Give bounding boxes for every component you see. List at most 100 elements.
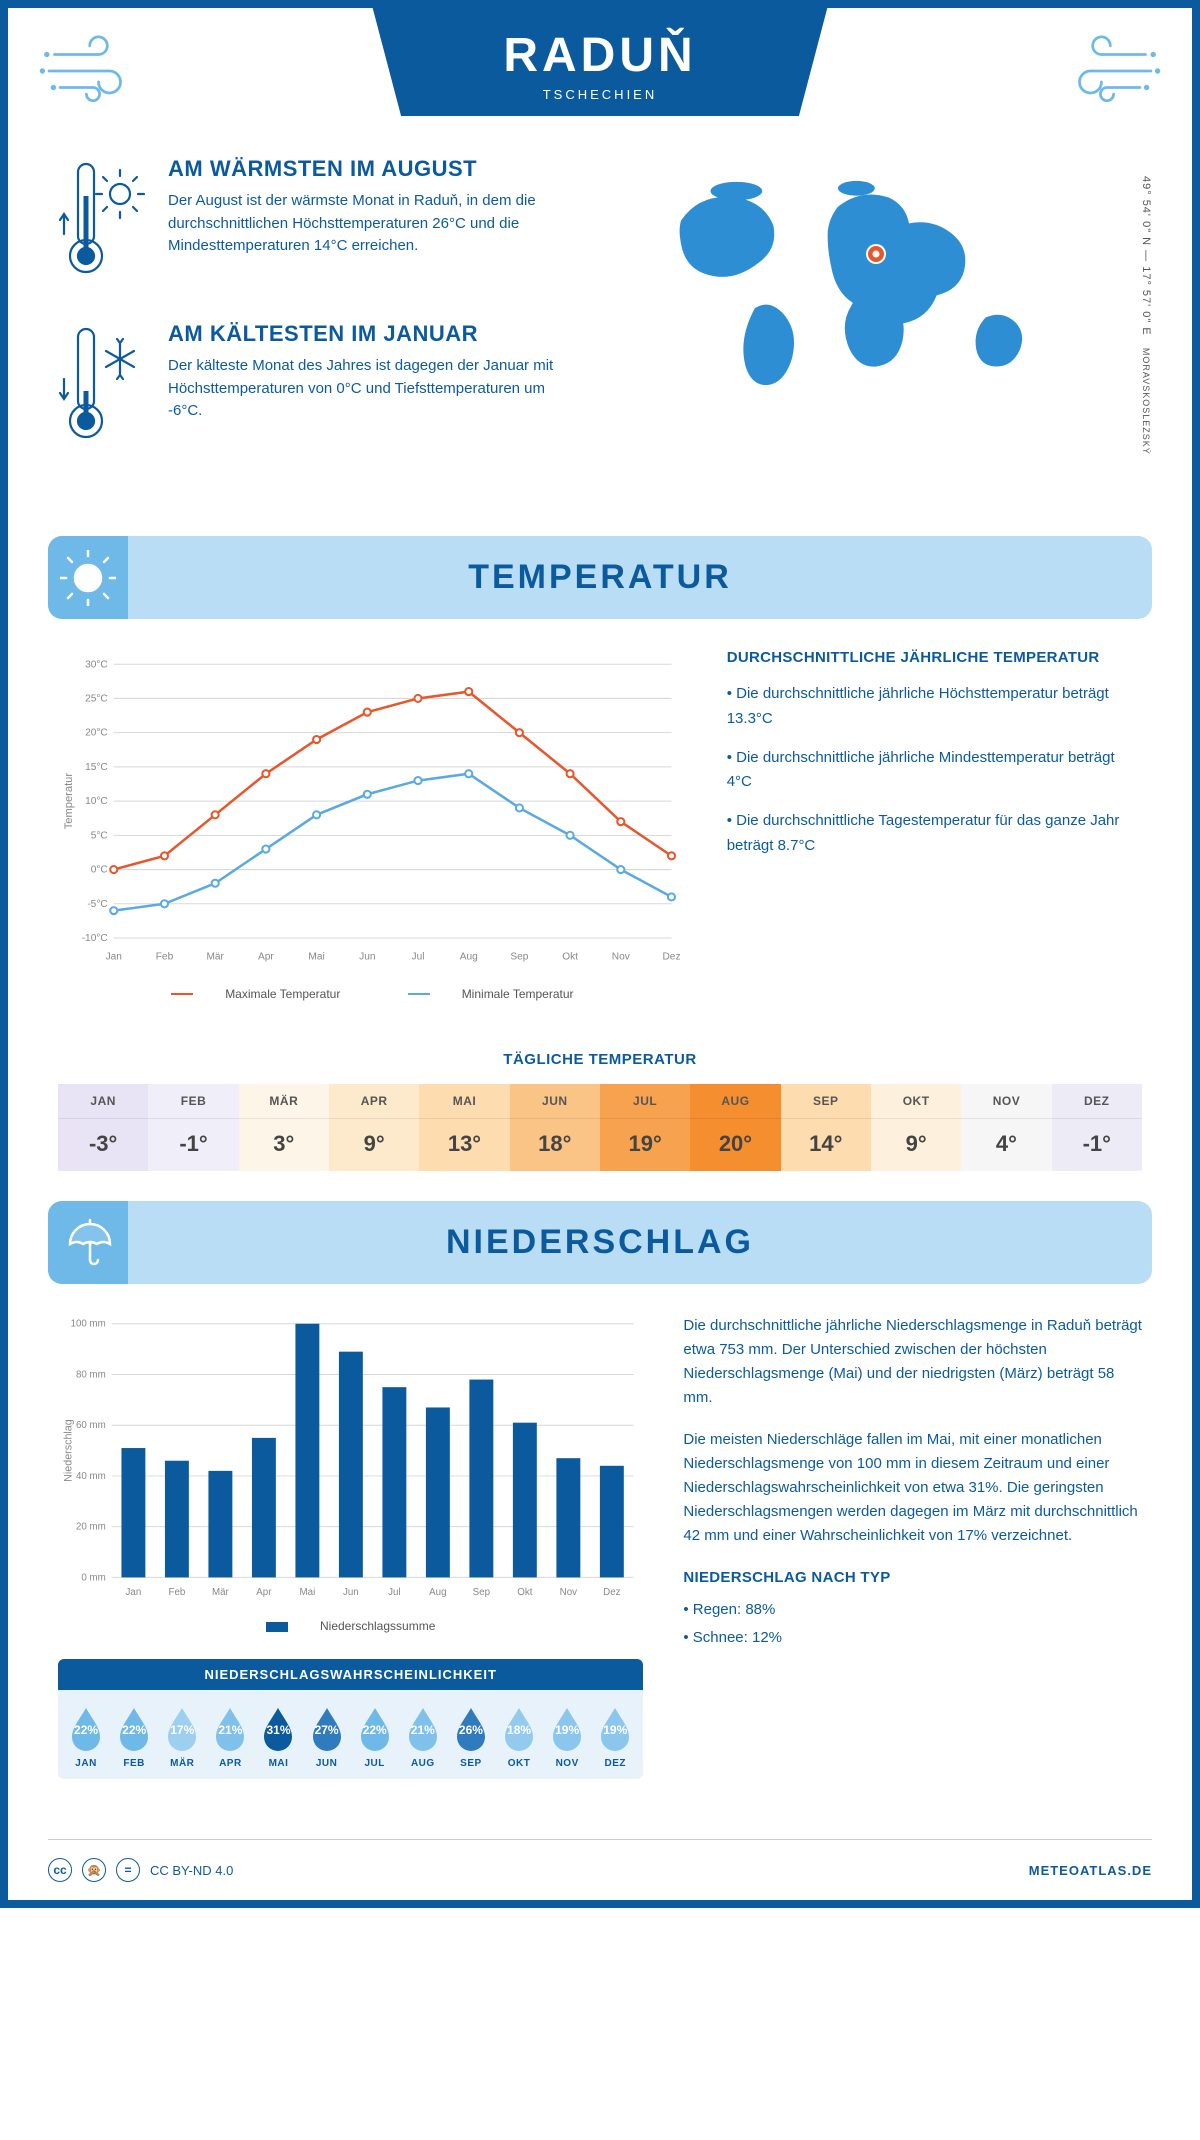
precip-type-title: NIEDERSCHLAG NACH TYP xyxy=(683,1566,1142,1590)
precip-info-panel: Die durchschnittliche jährliche Niedersc… xyxy=(683,1314,1142,1780)
svg-text:40 mm: 40 mm xyxy=(76,1470,106,1481)
fact-warm-text: Der August ist der wärmste Monat in Radu… xyxy=(168,190,578,258)
precipitation-bar-chart: 0 mm20 mm40 mm60 mm80 mm100 mmJanFebMärA… xyxy=(58,1314,643,1634)
fact-warmest: AM WÄRMSTEN IM AUGUST Der August ist der… xyxy=(58,156,578,291)
svg-text:Okt: Okt xyxy=(562,951,578,962)
daily-cell: JAN-3° xyxy=(58,1084,148,1171)
svg-text:Okt: Okt xyxy=(517,1586,532,1597)
svg-text:Aug: Aug xyxy=(429,1586,446,1597)
world-map xyxy=(608,156,1142,396)
daily-cell: AUG20° xyxy=(690,1084,780,1171)
fact-warm-title: AM WÄRMSTEN IM AUGUST xyxy=(168,156,578,182)
daily-temp-title: TÄGLICHE TEMPERATUR xyxy=(8,1051,1192,1068)
raindrop-icon: 27% xyxy=(308,1704,346,1752)
prob-cell: 18% OKT xyxy=(495,1704,543,1769)
thermometer-cold-icon xyxy=(58,321,148,456)
daily-cell: APR9° xyxy=(329,1084,419,1171)
temp-info-panel: DURCHSCHNITTLICHE JÄHRLICHE TEMPERATUR •… xyxy=(727,649,1142,1001)
raindrop-icon: 21% xyxy=(404,1704,442,1752)
daily-cell: FEB-1° xyxy=(148,1084,238,1171)
svg-text:-10°C: -10°C xyxy=(82,933,108,944)
raindrop-icon: 18% xyxy=(500,1704,538,1752)
precip-probability-panel: NIEDERSCHLAGSWAHRSCHEINLICHKEIT 22% JAN … xyxy=(58,1659,643,1779)
license-text: CC BY-ND 4.0 xyxy=(150,1863,233,1878)
prob-cell: 17% MÄR xyxy=(158,1704,206,1769)
svg-text:20°C: 20°C xyxy=(85,728,108,739)
svg-text:0 mm: 0 mm xyxy=(81,1572,105,1583)
svg-text:Feb: Feb xyxy=(156,951,174,962)
wind-icon-right xyxy=(1052,26,1162,121)
sun-icon xyxy=(48,536,128,619)
svg-text:Apr: Apr xyxy=(256,1586,272,1597)
svg-text:60 mm: 60 mm xyxy=(76,1420,106,1431)
svg-text:15°C: 15°C xyxy=(85,762,108,773)
svg-text:25°C: 25°C xyxy=(85,693,108,704)
svg-text:Jan: Jan xyxy=(106,951,122,962)
svg-text:Feb: Feb xyxy=(168,1586,185,1597)
prob-cell: 26% SEP xyxy=(447,1704,495,1769)
raindrop-icon: 17% xyxy=(163,1704,201,1752)
svg-text:Mai: Mai xyxy=(308,951,324,962)
daily-cell: NOV4° xyxy=(961,1084,1051,1171)
daily-cell: OKT9° xyxy=(871,1084,961,1171)
temperature-line-chart: -10°C-5°C0°C5°C10°C15°C20°C25°C30°CJanFe… xyxy=(58,649,687,1001)
svg-text:Aug: Aug xyxy=(460,951,478,962)
svg-text:Sep: Sep xyxy=(473,1586,491,1597)
fact-cold-text: Der kälteste Monat des Jahres ist dagege… xyxy=(168,355,578,423)
prob-cell: 21% AUG xyxy=(399,1704,447,1769)
svg-text:0°C: 0°C xyxy=(91,865,108,876)
daily-cell: DEZ-1° xyxy=(1052,1084,1142,1171)
svg-text:100 mm: 100 mm xyxy=(71,1318,106,1329)
raindrop-icon: 31% xyxy=(259,1704,297,1752)
daily-cell: JUL19° xyxy=(600,1084,690,1171)
prob-cell: 22% JAN xyxy=(62,1704,110,1769)
daily-cell: JUN18° xyxy=(510,1084,600,1171)
svg-text:80 mm: 80 mm xyxy=(76,1369,106,1380)
precip-para-2: Die meisten Niederschläge fallen im Mai,… xyxy=(683,1428,1142,1548)
nd-icon: = xyxy=(116,1858,140,1882)
raindrop-icon: 19% xyxy=(596,1704,634,1752)
prob-cell: 19% DEZ xyxy=(591,1704,639,1769)
temp-bullet-2: • Die durchschnittliche jährliche Mindes… xyxy=(727,746,1142,796)
daily-cell: MAI13° xyxy=(419,1084,509,1171)
temp-legend: Maximale Temperatur Minimale Temperatur xyxy=(58,987,687,1001)
footer: cc 🙊 = CC BY-ND 4.0 METEOATLAS.DE xyxy=(48,1839,1152,1900)
intro-section: AM WÄRMSTEN IM AUGUST Der August ist der… xyxy=(8,116,1192,516)
fact-cold-title: AM KÄLTESTEN IM JANUAR xyxy=(168,321,578,347)
prob-cell: 22% JUL xyxy=(351,1704,399,1769)
raindrop-icon: 22% xyxy=(115,1704,153,1752)
svg-text:Jan: Jan xyxy=(126,1586,142,1597)
precip-type-snow: • Schnee: 12% xyxy=(683,1626,1142,1650)
infographic-frame: RADUŇ TSCHECHIEN AM WÄRMSTEN IM AUGUST D… xyxy=(0,0,1200,1908)
svg-text:Dez: Dez xyxy=(663,951,681,962)
fact-coldest: AM KÄLTESTEN IM JANUAR Der kälteste Mona… xyxy=(58,321,578,456)
prob-cell: 19% NOV xyxy=(543,1704,591,1769)
svg-text:Apr: Apr xyxy=(258,951,274,962)
svg-text:Mär: Mär xyxy=(206,951,224,962)
prob-cell: 22% FEB xyxy=(110,1704,158,1769)
country-name: TSCHECHIEN xyxy=(245,87,955,102)
daily-temp-grid: JAN-3°FEB-1°MÄR3°APR9°MAI13°JUN18°JUL19°… xyxy=(58,1084,1142,1171)
svg-text:10°C: 10°C xyxy=(85,796,108,807)
svg-text:Sep: Sep xyxy=(510,951,528,962)
section-header-precip: NIEDERSCHLAG xyxy=(48,1201,1152,1284)
svg-text:Niederschlag: Niederschlag xyxy=(63,1419,75,1482)
svg-text:5°C: 5°C xyxy=(91,830,108,841)
svg-text:Mär: Mär xyxy=(212,1586,230,1597)
svg-text:Jul: Jul xyxy=(412,951,425,962)
city-name: RADUŇ xyxy=(245,28,955,83)
svg-text:Temperatur: Temperatur xyxy=(63,773,75,830)
temp-title: TEMPERATUR xyxy=(48,558,1152,597)
daily-cell: MÄR3° xyxy=(239,1084,329,1171)
prob-title: NIEDERSCHLAGSWAHRSCHEINLICHKEIT xyxy=(58,1659,643,1690)
svg-text:Jul: Jul xyxy=(388,1586,400,1597)
thermometer-hot-icon xyxy=(58,156,148,291)
svg-text:30°C: 30°C xyxy=(85,659,108,670)
precip-para-1: Die durchschnittliche jährliche Niedersc… xyxy=(683,1314,1142,1410)
raindrop-icon: 19% xyxy=(548,1704,586,1752)
raindrop-icon: 22% xyxy=(67,1704,105,1752)
umbrella-icon xyxy=(48,1201,128,1284)
section-header-temp: TEMPERATUR xyxy=(48,536,1152,619)
precip-legend: Niederschlagssumme xyxy=(58,1619,643,1633)
svg-text:Jun: Jun xyxy=(343,1586,359,1597)
